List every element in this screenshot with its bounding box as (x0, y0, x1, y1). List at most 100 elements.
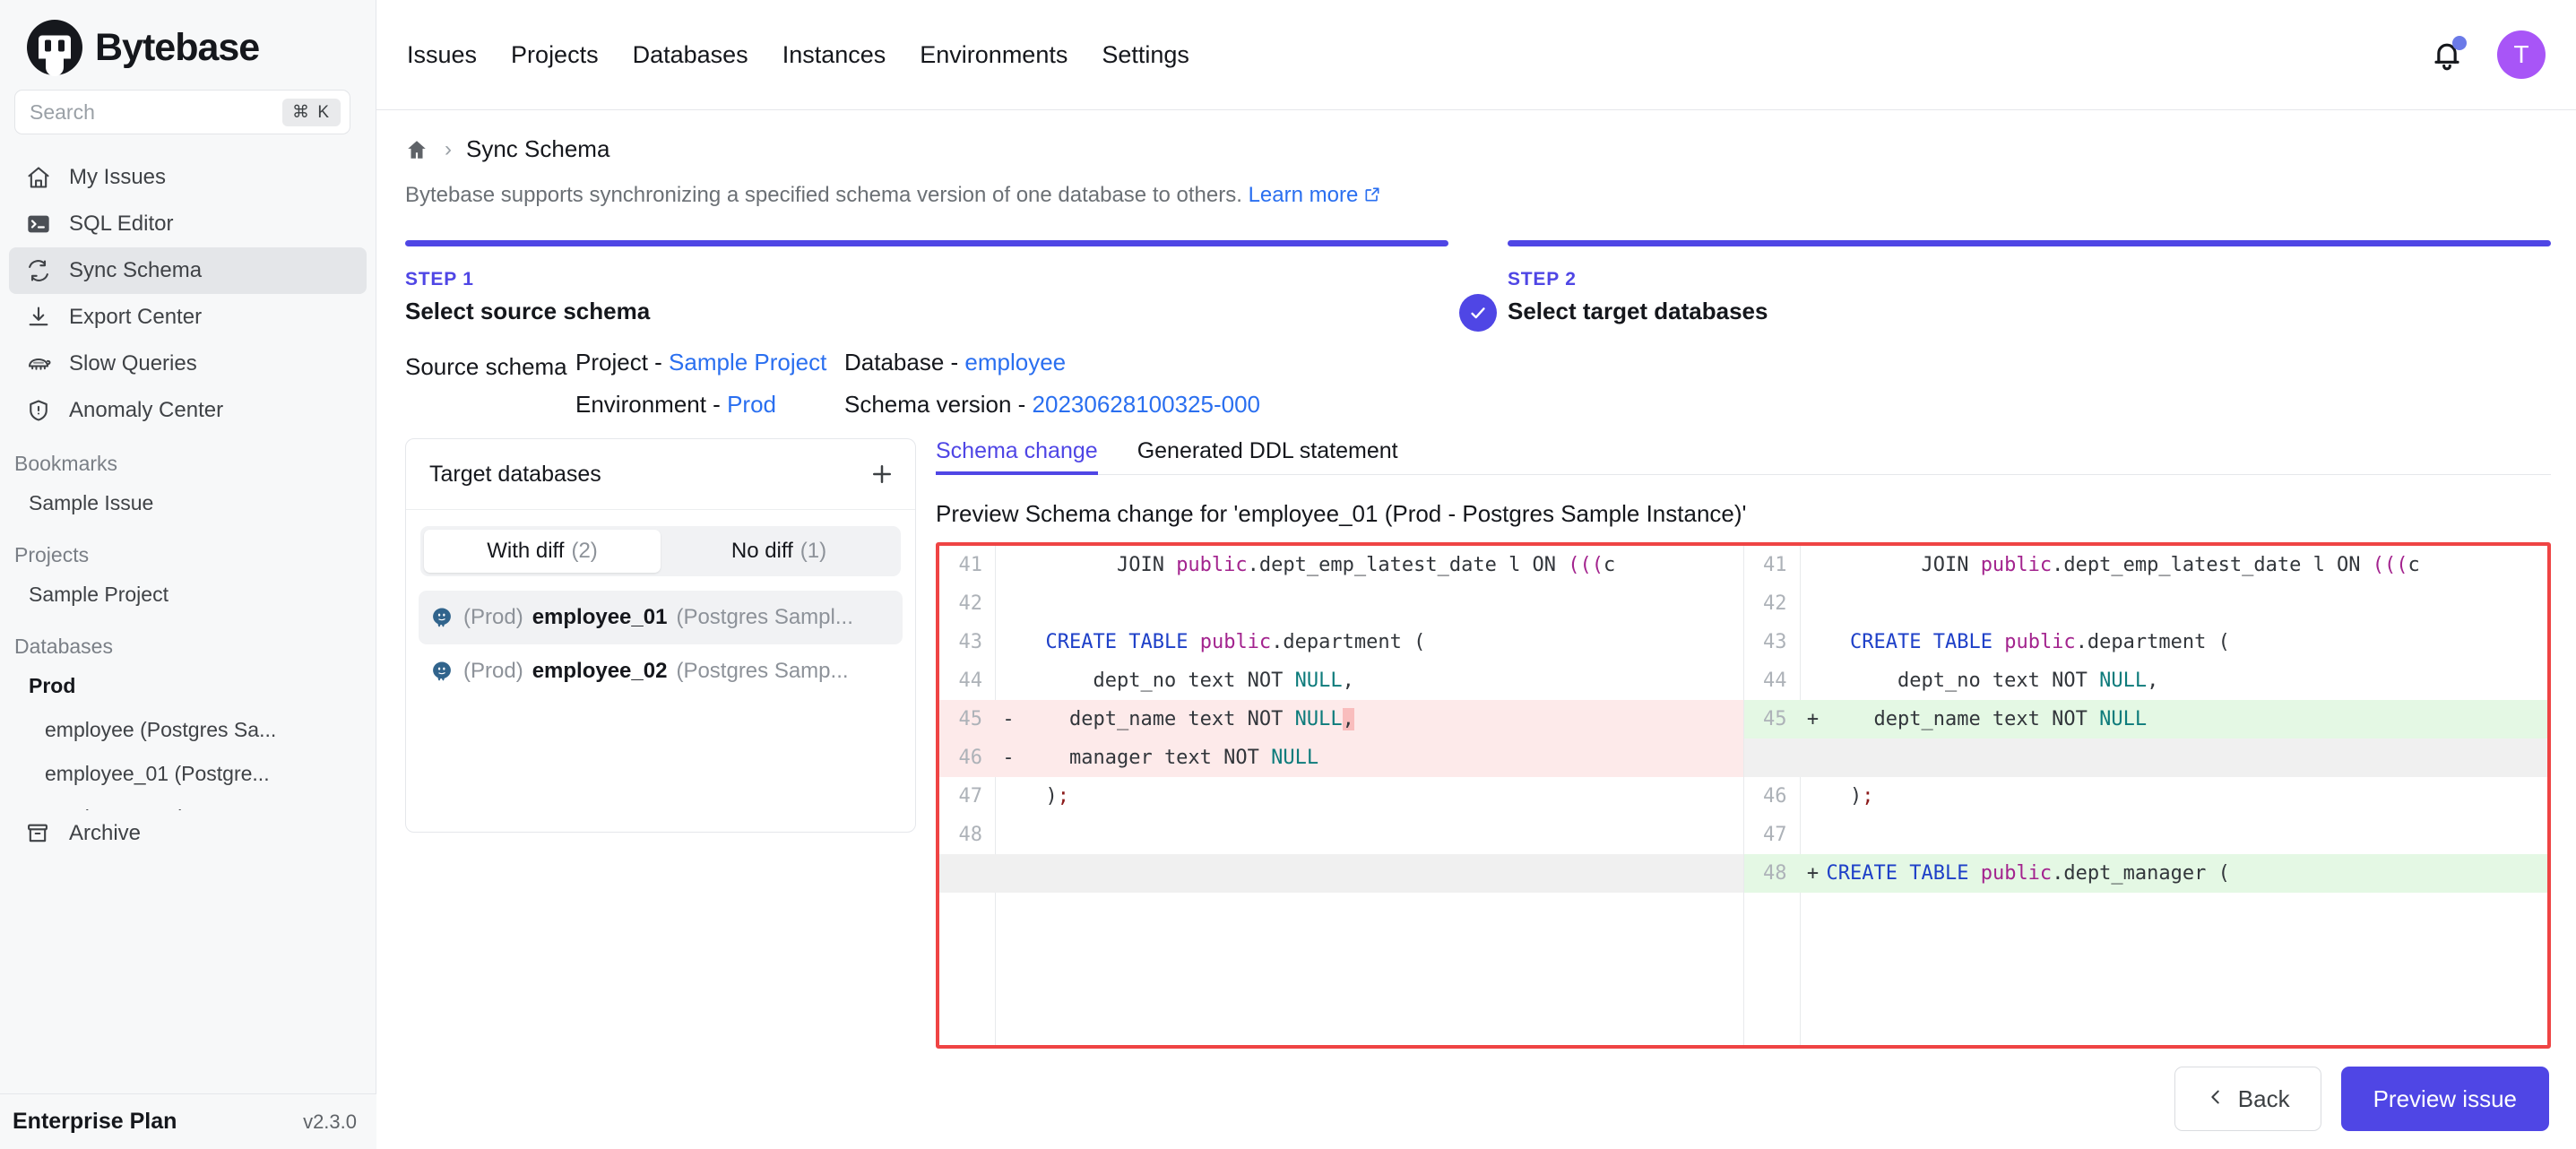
back-button[interactable]: Back (2174, 1067, 2321, 1131)
plan-bar[interactable]: Enterprise Plan v2.3.0 (0, 1093, 376, 1149)
schema-version-value[interactable]: 20230628100325-000 (1032, 391, 1261, 418)
environment-value[interactable]: Prod (727, 391, 776, 418)
group-label-projects: Projects (14, 543, 90, 566)
diff-line-removed: 46- manager text NOT NULL (939, 739, 1743, 777)
external-link-icon (1363, 185, 1381, 210)
diff-line-added: 48 + CREATE TABLE public.dept_manager ( (1743, 854, 2547, 893)
diff-line: 41 JOIN public.dept_emp_latest_date l ON… (1763, 554, 2420, 576)
list-item[interactable]: (Prod) employee_02 (Postgres Samp... (419, 644, 903, 698)
list-item[interactable]: Prod (29, 674, 76, 697)
database-label: Database - (844, 349, 965, 376)
source-schema-grid: Project - Sample Project Database - empl… (575, 349, 1260, 419)
tab-databases[interactable]: Databases (632, 40, 748, 68)
source-schema-heading: Source schema (405, 353, 567, 380)
diff-right-lines: 41 JOIN public.dept_emp_latest_date l ON… (1743, 546, 2547, 1045)
diff-filter-segmented: With diff (2) No diff (1) (420, 526, 901, 576)
diff-line-removed: 45- dept_name text NOT NULL, (939, 700, 1743, 739)
diff-left-column: 41 JOIN public.dept_emp_latest_date l ON… (939, 546, 1743, 1045)
step-2-title: Select target databases (1508, 298, 1768, 324)
tab-environments[interactable]: Environments (920, 40, 1068, 68)
chevron-left-icon (2206, 1085, 2226, 1113)
home-icon[interactable] (405, 137, 430, 162)
stepper: STEP 1 Select source schema STEP 2 Selec… (376, 210, 2576, 332)
plan-name: Enterprise Plan (13, 1109, 177, 1134)
page-title: Sync Schema (466, 135, 610, 162)
top-nav-links: Issues Projects Databases Instances Envi… (407, 41, 1189, 69)
list-item[interactable]: Sample Issue (29, 491, 154, 514)
avatar[interactable]: T (2497, 30, 2546, 79)
postgres-icon (429, 605, 454, 630)
filter-no-diff-count: (1) (800, 539, 827, 563)
row-instance: (Postgres Samp... (676, 659, 849, 683)
filter-with-diff[interactable]: With diff (2) (424, 530, 661, 573)
sidebar-item-archive[interactable]: Archive (9, 812, 367, 855)
project-value[interactable]: Sample Project (669, 349, 827, 376)
breadcrumb-separator: › (445, 136, 452, 161)
breadcrumb: › Sync Schema (376, 110, 2576, 163)
diff-line: 44 dept_no text NOT NULL, (1763, 670, 2159, 692)
turtle-icon (25, 350, 52, 377)
top-nav-actions: T (2429, 30, 2546, 79)
brand[interactable]: Bytebase (0, 0, 376, 90)
sidebar-item-anomaly-center[interactable]: Anomaly Center (9, 387, 367, 434)
target-databases-card: Target databases With diff (2) No diff (… (405, 438, 916, 833)
sidebar-item-slow-queries[interactable]: Slow Queries (9, 341, 367, 387)
bell-icon[interactable] (2429, 36, 2467, 73)
list-item[interactable]: Sample Project (29, 583, 169, 606)
sidebar-item-sync-schema[interactable]: Sync Schema (9, 247, 367, 294)
tab-settings[interactable]: Settings (1102, 40, 1189, 68)
plus-icon[interactable] (861, 454, 903, 495)
row-database-name: employee_02 (532, 659, 668, 683)
tab-generated-ddl[interactable]: Generated DDL statement (1137, 438, 1398, 463)
page-description: Bytebase supports synchronizing a specif… (376, 163, 2576, 210)
learn-more-link[interactable]: Learn more (1249, 183, 1382, 207)
back-button-label: Back (2237, 1084, 2290, 1112)
search-input[interactable]: Search ⌘ K (14, 90, 350, 134)
notification-badge (2452, 36, 2467, 50)
description-text: Bytebase supports synchronizing a specif… (405, 183, 1242, 207)
filter-no-diff[interactable]: No diff (1) (661, 530, 897, 573)
diff-line-filler (939, 854, 1743, 893)
panels: Target databases With diff (2) No diff (… (376, 419, 2576, 1049)
step-1-label: STEP 1 (405, 269, 474, 289)
sidebar-item-label: SQL Editor (69, 212, 174, 236)
list-item[interactable]: (Prod) employee_01 (Postgres Sampl... (419, 591, 903, 644)
step-2-label: STEP 2 (1508, 269, 1577, 289)
filter-no-diff-label: No diff (730, 539, 793, 563)
database-value[interactable]: employee (964, 349, 1067, 376)
step-1[interactable]: STEP 1 Select source schema (405, 240, 1448, 325)
preview-issue-button[interactable]: Preview issue (2340, 1067, 2549, 1131)
source-schema-summary: Source schema Project - Sample Project D… (376, 325, 2576, 419)
sidebar-item-label: Slow Queries (69, 351, 197, 376)
target-databases-header: Target databases (406, 439, 915, 510)
diff-line: 43 CREATE TABLE public.department ( (1763, 631, 2230, 653)
project-field: Project - Sample Project (575, 349, 844, 376)
tab-projects[interactable]: Projects (511, 40, 599, 68)
content-area: Issues Projects Databases Instances Envi… (376, 0, 2576, 1149)
preview-title: Preview Schema change for 'employee_01 (… (936, 500, 1747, 527)
group-label-databases: Databases (14, 635, 113, 658)
tab-schema-change[interactable]: Schema change (936, 438, 1098, 475)
step-2-progress-bar (1508, 240, 2551, 246)
target-databases-title: Target databases (429, 461, 601, 487)
diff-viewer[interactable]: 41 JOIN public.dept_emp_latest_date l ON… (936, 542, 2551, 1049)
list-item[interactable]: employee_02 (Postgre (0, 796, 376, 810)
row-instance: (Postgres Sampl... (676, 605, 853, 629)
row-database-name: employee_01 (532, 605, 668, 629)
sidebar-item-my-issues[interactable]: My Issues (9, 154, 367, 201)
sidebar-item-sql-editor[interactable]: SQL Editor (9, 201, 367, 247)
step-1-progress-bar (405, 240, 1448, 246)
diff-line: 42 (958, 592, 983, 615)
tab-issues[interactable]: Issues (407, 40, 478, 68)
diff-line: 43 CREATE TABLE public.department ( (958, 631, 1426, 653)
project-label: Project - (575, 349, 670, 376)
tab-instances[interactable]: Instances (782, 40, 886, 68)
sidebar-groups: Bookmarks Sample Issue Projects Sample P… (0, 434, 376, 810)
list-item[interactable]: employee_01 (Postgre... (45, 762, 270, 785)
sidebar-item-export-center[interactable]: Export Center (9, 294, 367, 341)
shield-alert-icon (25, 397, 52, 424)
step-2[interactable]: STEP 2 Select target databases (1508, 240, 2551, 325)
group-label-bookmarks: Bookmarks (14, 452, 118, 475)
list-item[interactable]: employee (Postgres Sa... (45, 718, 277, 741)
